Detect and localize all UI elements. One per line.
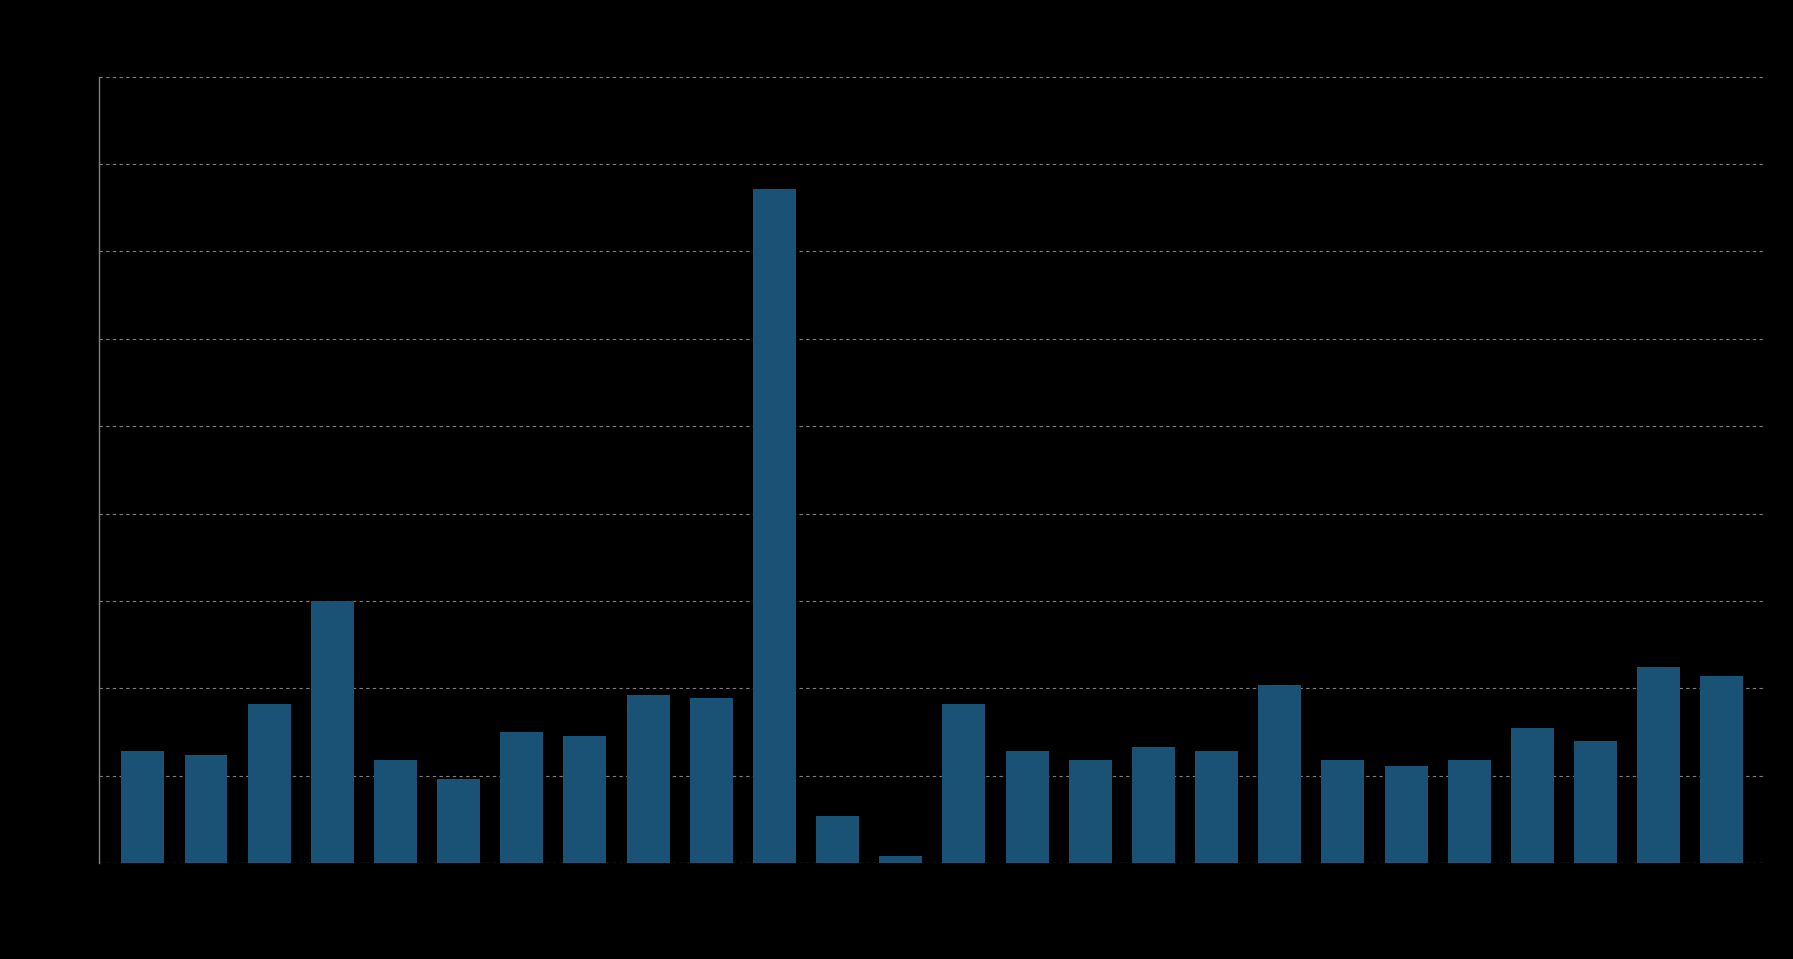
Bar [1384, 765, 1427, 863]
Bar [1196, 751, 1237, 863]
Bar [1574, 741, 1617, 863]
Bar [500, 732, 543, 863]
Bar [943, 704, 986, 863]
Bar [247, 704, 290, 863]
Bar [310, 601, 353, 863]
Bar [690, 698, 733, 863]
Bar [753, 189, 796, 863]
Bar [816, 816, 859, 863]
Bar [375, 760, 418, 863]
Bar [1700, 676, 1743, 863]
Bar [879, 855, 922, 863]
Bar [563, 736, 606, 863]
Bar [122, 751, 165, 863]
Bar [1259, 686, 1302, 863]
Bar [1637, 667, 1680, 863]
Bar [185, 755, 228, 863]
Bar [437, 779, 481, 863]
Bar [1511, 728, 1555, 863]
Bar [1006, 751, 1049, 863]
Bar [1131, 747, 1174, 863]
Bar [628, 694, 669, 863]
Bar [1069, 760, 1112, 863]
Bar [1447, 760, 1490, 863]
Bar [1321, 760, 1364, 863]
